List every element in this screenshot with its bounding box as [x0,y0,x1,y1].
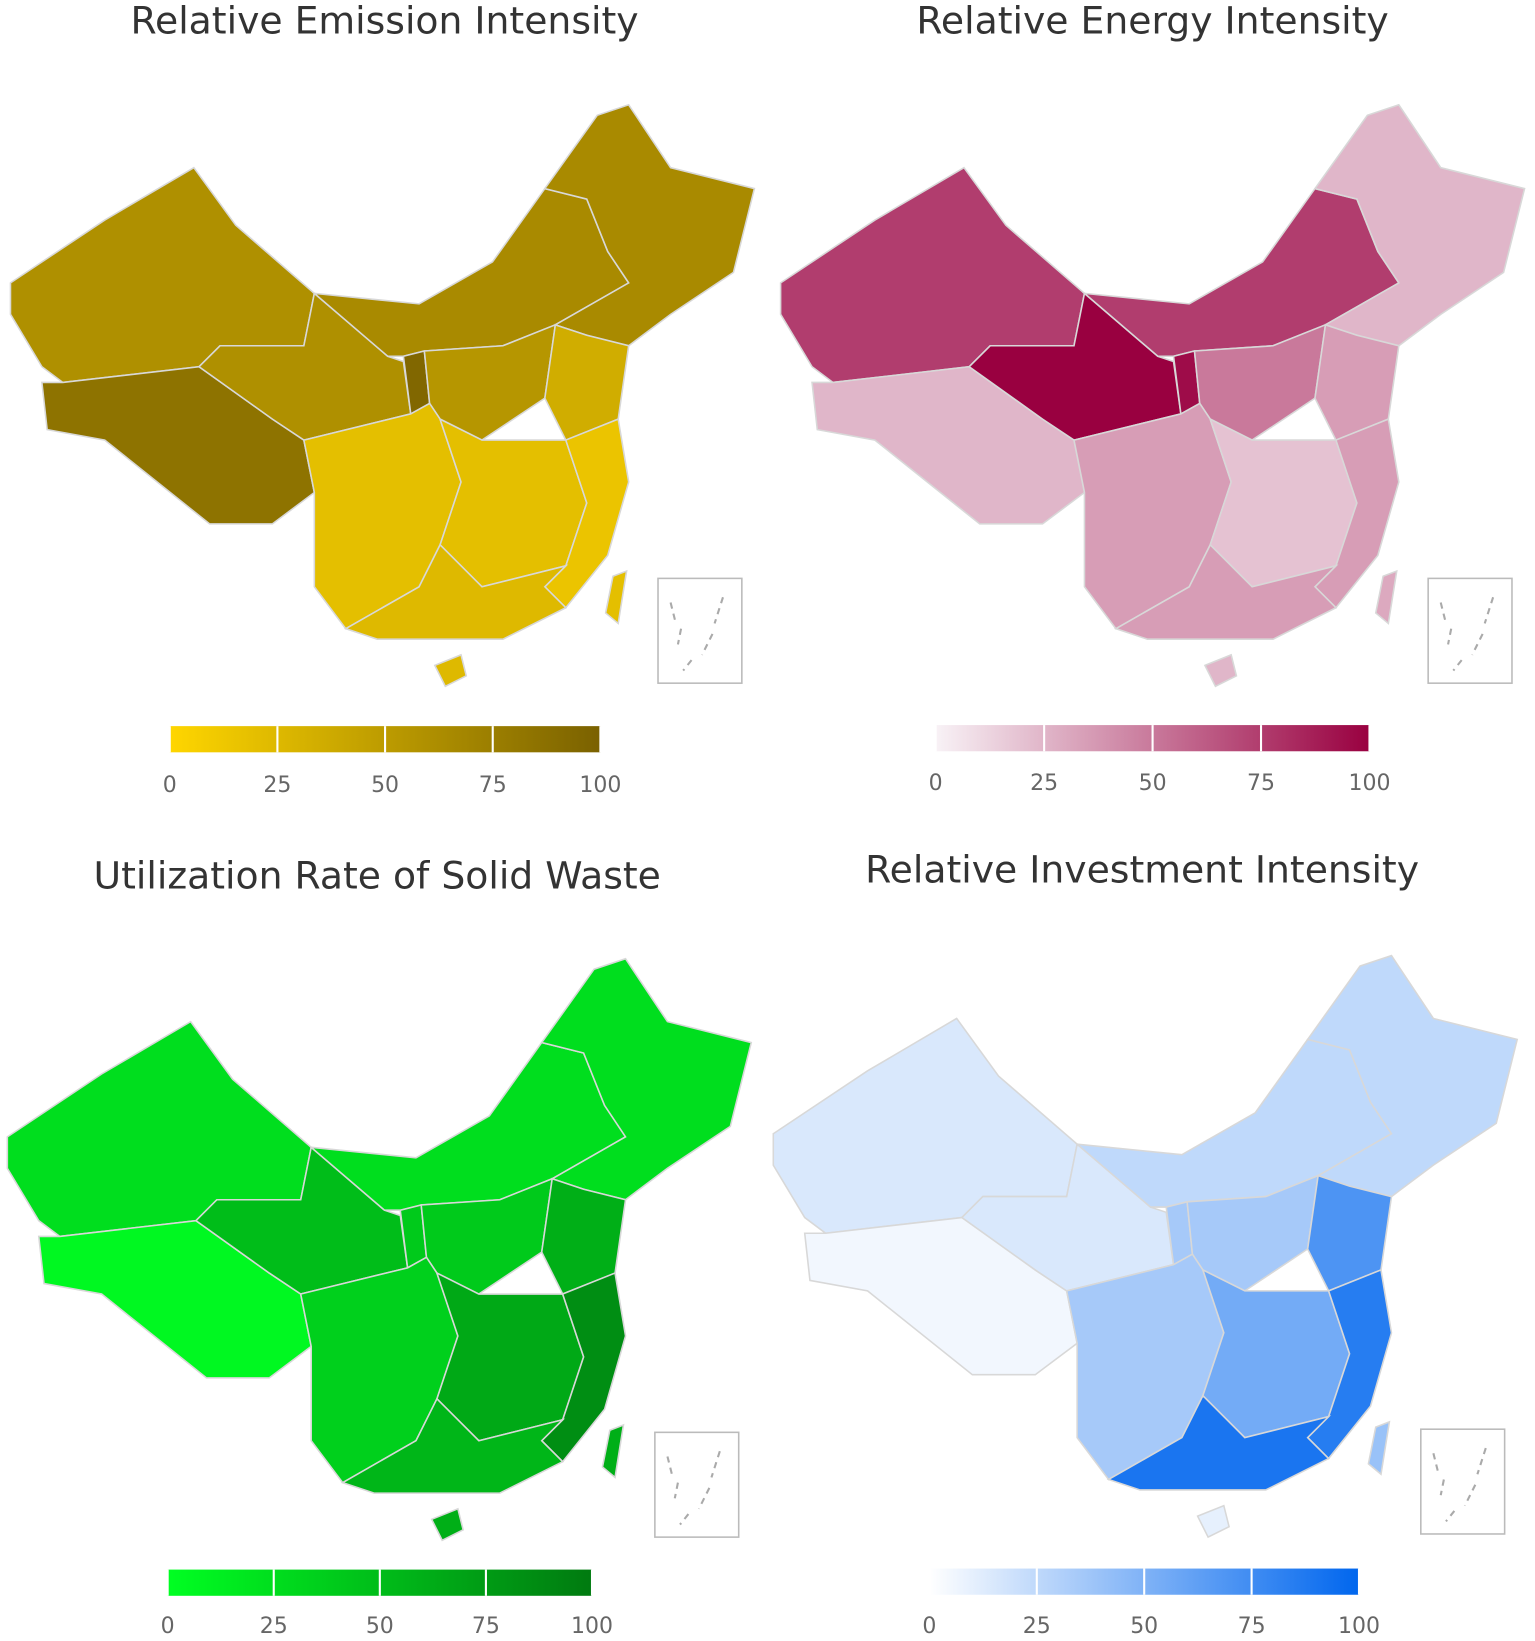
inset-frame [1427,577,1513,684]
region [540,957,753,1201]
map-panel: Utilization Rate of Solid Waste 0 25 50 75 10… [6,854,753,1639]
colorbar-tick-label: 100 [571,1614,613,1639]
region [435,1271,585,1442]
region [543,103,756,347]
region [1201,1268,1351,1439]
map-title: Relative Energy Intensity [916,0,1388,43]
colorbar-tick-label: 0 [161,1614,175,1639]
colorbar-tick-label: 0 [922,1614,936,1639]
colorbar-tick-label: 100 [579,773,621,798]
region [1208,417,1358,588]
colorbar-tick-label: 75 [1238,1614,1266,1639]
map-panel: Relative Emission Intensity 0 25 50 75 100 [9,0,756,798]
colorbar-tick-label: 75 [472,1614,500,1639]
colorbar-tick-label: 50 [371,773,399,798]
colorbar-tick-label: 25 [1030,771,1058,796]
region [1106,1394,1332,1491]
map-panel: Relative Investment Intensity 0 25 50 75 100 [772,847,1519,1639]
region [968,291,1182,441]
map-title: Relative Investment Intensity [865,847,1419,891]
region [433,653,468,688]
colorbar-tick-label: 25 [1023,1614,1051,1639]
region [960,1142,1175,1292]
region [601,1423,625,1479]
inset-islands [1439,596,1495,672]
colorbar-tick-label: 25 [260,1614,288,1639]
region [1374,569,1398,625]
map-title: Utilization Rate of Solid Waste [94,854,661,898]
colorbar-tick-label: 75 [479,773,507,798]
inset-frame [1420,1428,1506,1535]
region [1306,954,1519,1198]
map [6,957,753,1542]
inset-islands [1432,1447,1487,1523]
map [779,103,1526,688]
inset-frame [657,577,743,684]
region [430,1507,465,1542]
colorbar-tick-label: 100 [1348,771,1390,796]
map-title: Relative Emission Intensity [130,0,638,43]
region [197,291,412,441]
region [1313,103,1526,347]
inset-islands [666,1450,721,1526]
inset-frame [654,1431,740,1538]
region [1113,543,1339,640]
region [343,543,569,640]
colorbar-tick-label: 0 [929,771,943,796]
map [9,103,756,688]
colorbar-tick-label: 50 [1130,1614,1158,1639]
region [604,569,628,625]
region [1196,1504,1230,1539]
region [438,417,588,588]
colorbar-tick-label: 25 [263,773,291,798]
region [1367,1420,1391,1476]
colorbar-tick-label: 50 [1139,771,1167,796]
map [772,954,1519,1539]
map-panel: Relative Energy Intensity 0 25 50 75 100 [779,0,1526,796]
colorbar-tick-label: 100 [1338,1614,1380,1639]
colorbar-tick-label: 50 [366,1614,394,1639]
inset-islands [669,596,724,672]
region [194,1145,409,1295]
colorbar-tick-label: 75 [1247,771,1275,796]
region [340,1397,566,1494]
region [1203,653,1238,688]
colorbar-tick-label: 0 [163,773,177,798]
